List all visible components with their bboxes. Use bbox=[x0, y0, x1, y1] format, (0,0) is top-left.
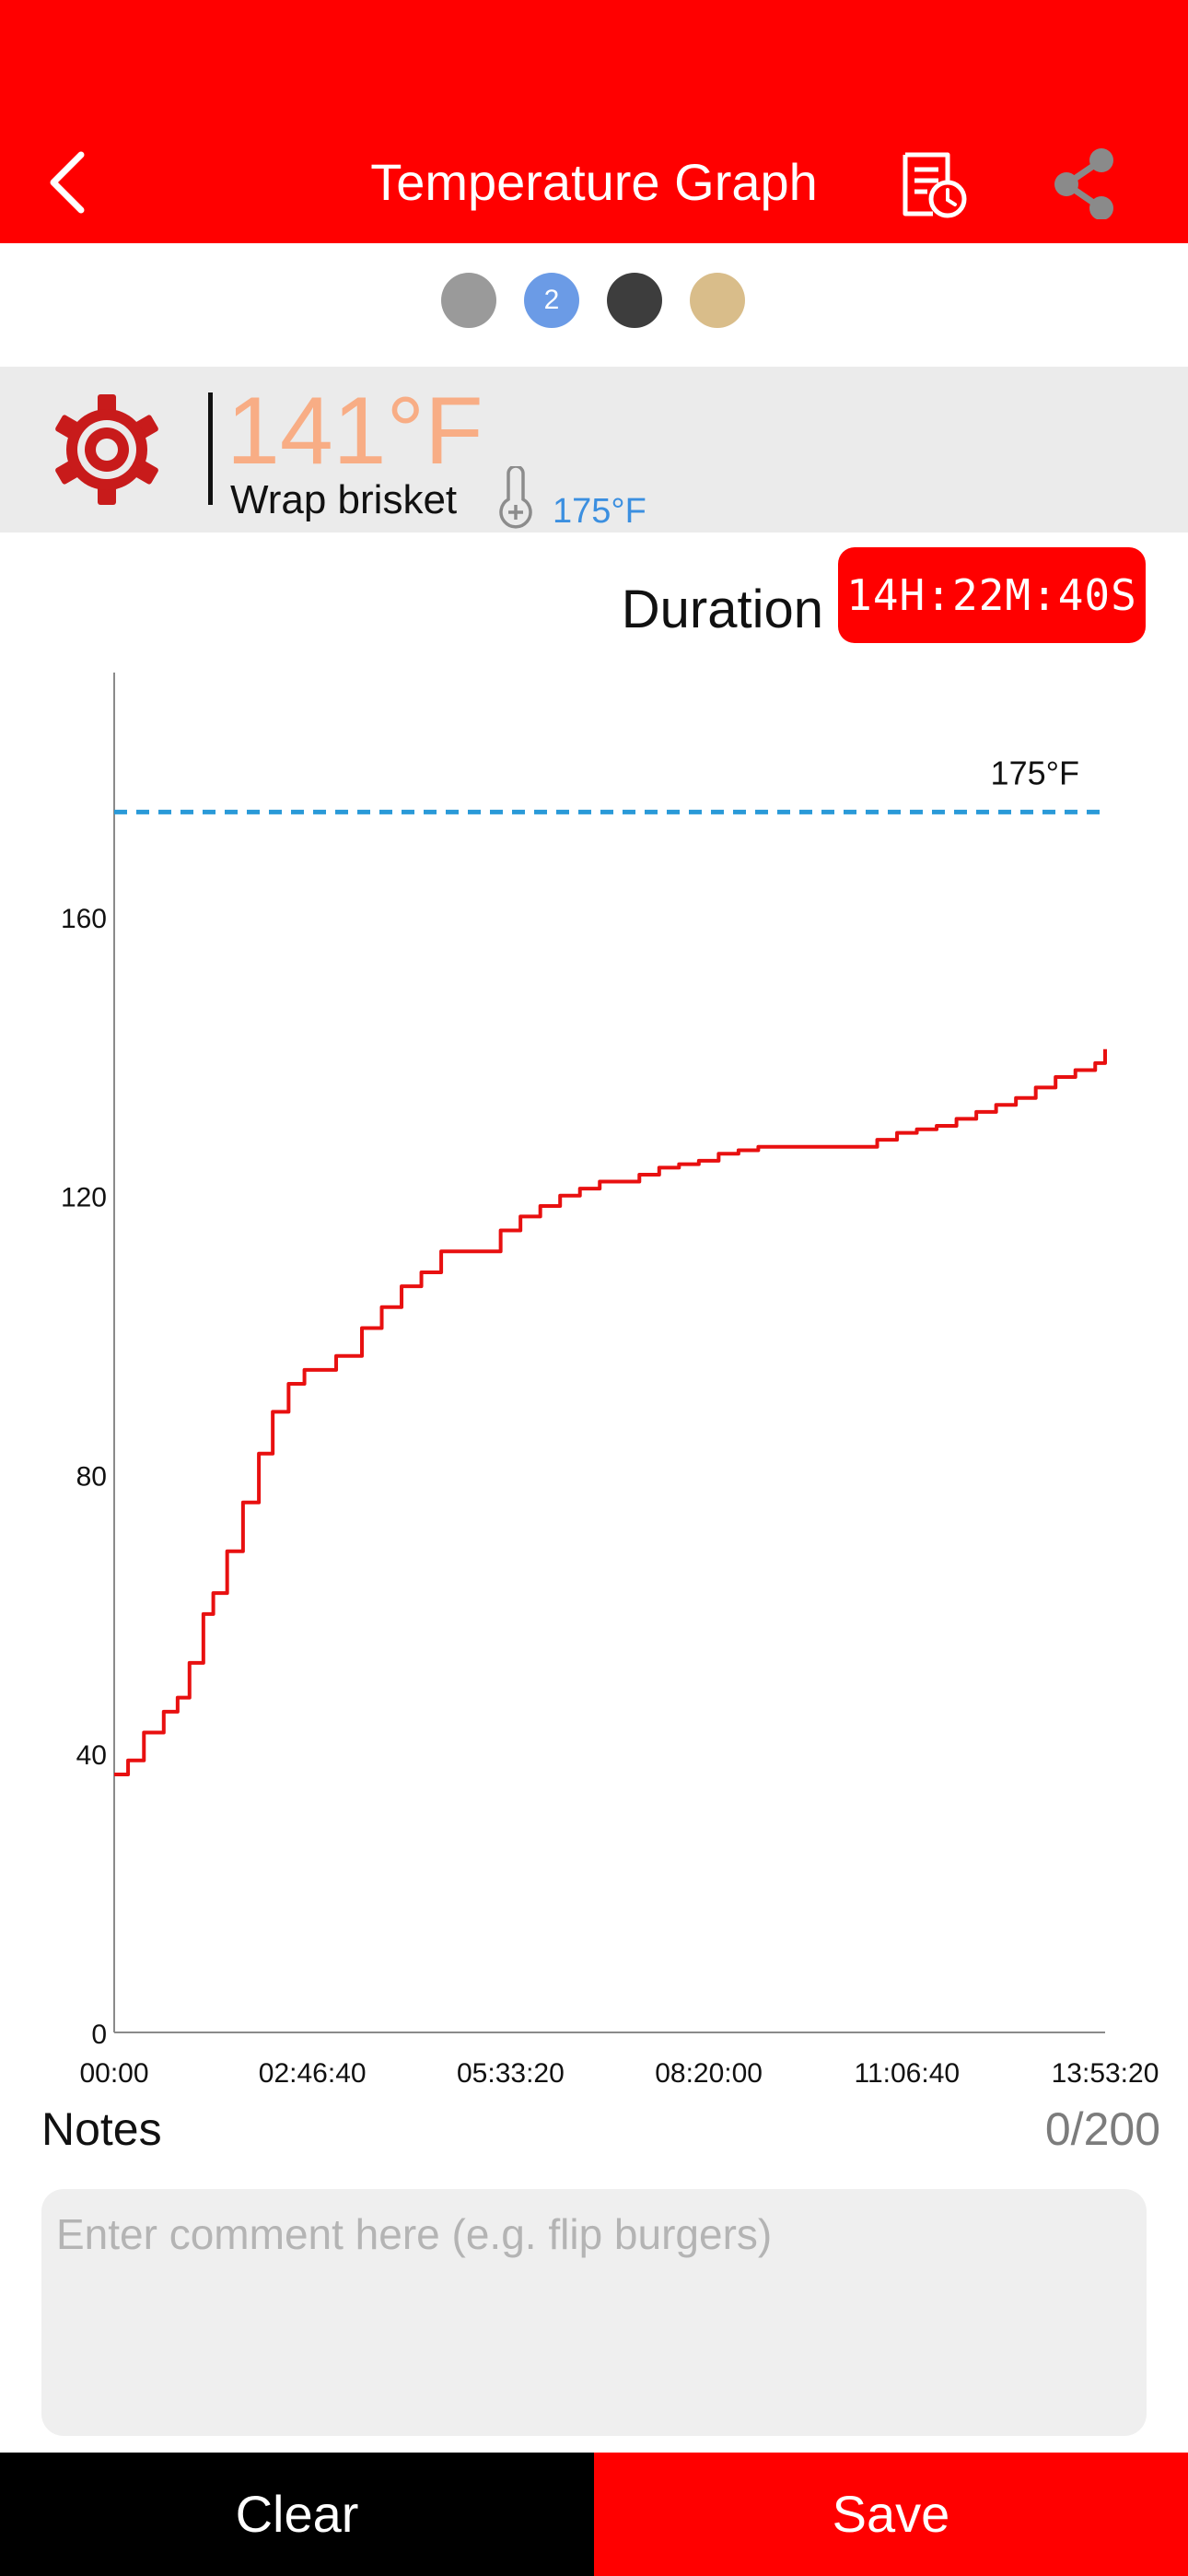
x-tick-label: 08:20:00 bbox=[655, 2058, 763, 2089]
x-tick-label: 02:46:40 bbox=[259, 2058, 367, 2089]
probe-dot-2[interactable]: 2 bbox=[524, 273, 579, 328]
app-header: Temperature Graph bbox=[0, 0, 1188, 243]
divider bbox=[208, 392, 213, 505]
share-icon bbox=[1054, 148, 1113, 220]
probe-info-panel bbox=[0, 367, 1188, 533]
clear-button[interactable]: Clear bbox=[0, 2453, 594, 2576]
probe-dot-1[interactable] bbox=[441, 273, 496, 328]
temperature-chart: 0 40 80 120 160 00:00 02:46:40 05:33:20 08:20:00… bbox=[61, 673, 1159, 2089]
x-tick-label: 13:53:20 bbox=[1052, 2058, 1159, 2089]
probe-selector bbox=[0, 243, 1188, 367]
notes-input[interactable] bbox=[41, 2189, 1147, 2436]
notes-label: Notes bbox=[41, 2103, 162, 2155]
settings-button[interactable] bbox=[48, 391, 166, 509]
target-reference-label: 175°F bbox=[991, 754, 1079, 791]
gear-icon bbox=[55, 394, 158, 505]
y-tick-label: 120 bbox=[61, 1183, 107, 1213]
chevron-left-icon bbox=[50, 151, 85, 214]
history-button[interactable] bbox=[898, 149, 972, 221]
share-button[interactable] bbox=[1050, 147, 1124, 220]
page-title: Temperature Graph bbox=[370, 153, 818, 211]
x-tick-label: 11:06:40 bbox=[855, 2058, 961, 2089]
target-temperature: 175°F bbox=[553, 492, 646, 531]
duration-timer: 14H:22M:40S bbox=[838, 547, 1146, 643]
back-button[interactable] bbox=[39, 146, 103, 219]
probe-name: Wrap brisket bbox=[230, 477, 458, 522]
current-temperature: 141°F bbox=[227, 378, 483, 485]
y-tick-label: 0 bbox=[91, 2020, 107, 2050]
x-tick-label: 00:00 bbox=[79, 2058, 148, 2089]
notes-char-count: 0/200 bbox=[1044, 2103, 1160, 2155]
document-clock-icon bbox=[903, 152, 967, 218]
thermometer-plus-icon bbox=[499, 464, 532, 529]
temperature-series-line bbox=[114, 1048, 1107, 1776]
y-tick-label: 80 bbox=[76, 1461, 107, 1492]
x-tick-label: 05:33:20 bbox=[457, 2058, 565, 2089]
y-tick-label: 160 bbox=[61, 904, 107, 934]
probe-dot-3[interactable] bbox=[607, 273, 662, 328]
probe-dot-4[interactable] bbox=[690, 273, 745, 328]
y-tick-label: 40 bbox=[76, 1740, 107, 1771]
save-button[interactable]: Save bbox=[594, 2453, 1188, 2576]
target-temperature-button[interactable] bbox=[492, 464, 540, 531]
duration-label: Duration bbox=[621, 580, 823, 639]
